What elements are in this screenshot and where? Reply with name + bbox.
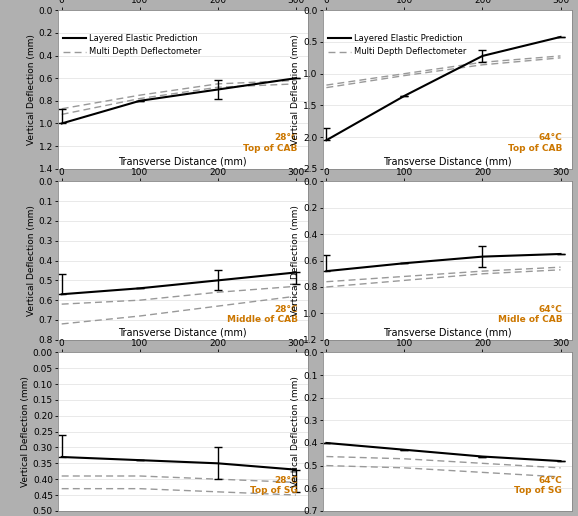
X-axis label: Transverse Distance (mm): Transverse Distance (mm) [118,328,247,338]
X-axis label: Transverse Distance (mm): Transverse Distance (mm) [383,157,512,167]
Text: 64°C
Top of SG: 64°C Top of SG [514,476,562,495]
Text: 64°C
Top of CAB: 64°C Top of CAB [508,134,562,153]
Text: 28°C
Top of CAB: 28°C Top of CAB [243,134,298,153]
Y-axis label: Vertical Deflection (mm): Vertical Deflection (mm) [291,34,301,145]
Text: 64°C
Midle of CAB: 64°C Midle of CAB [498,304,562,324]
X-axis label: Transverse Distance (mm): Transverse Distance (mm) [118,157,247,167]
Y-axis label: Vertical Deflection (mm): Vertical Deflection (mm) [291,205,301,316]
Y-axis label: Vertical Deflection (mm): Vertical Deflection (mm) [27,205,36,316]
Y-axis label: Vertical Deflection (mm): Vertical Deflection (mm) [27,34,36,145]
Y-axis label: Vertical Deflection (mm): Vertical Deflection (mm) [21,376,30,487]
X-axis label: Transverse Distance (mm): Transverse Distance (mm) [383,328,512,338]
Legend: Layered Elastic Prediction, Multi Depth Deflectometer: Layered Elastic Prediction, Multi Depth … [327,34,468,57]
Legend: Layered Elastic Prediction, Multi Depth Deflectometer: Layered Elastic Prediction, Multi Depth … [62,34,203,57]
Text: 28°C
Middle of CAB: 28°C Middle of CAB [227,304,298,324]
Y-axis label: Vertical Deflection (mm): Vertical Deflection (mm) [291,376,301,487]
Text: 28°C
Top of SG: 28°C Top of SG [250,476,298,495]
